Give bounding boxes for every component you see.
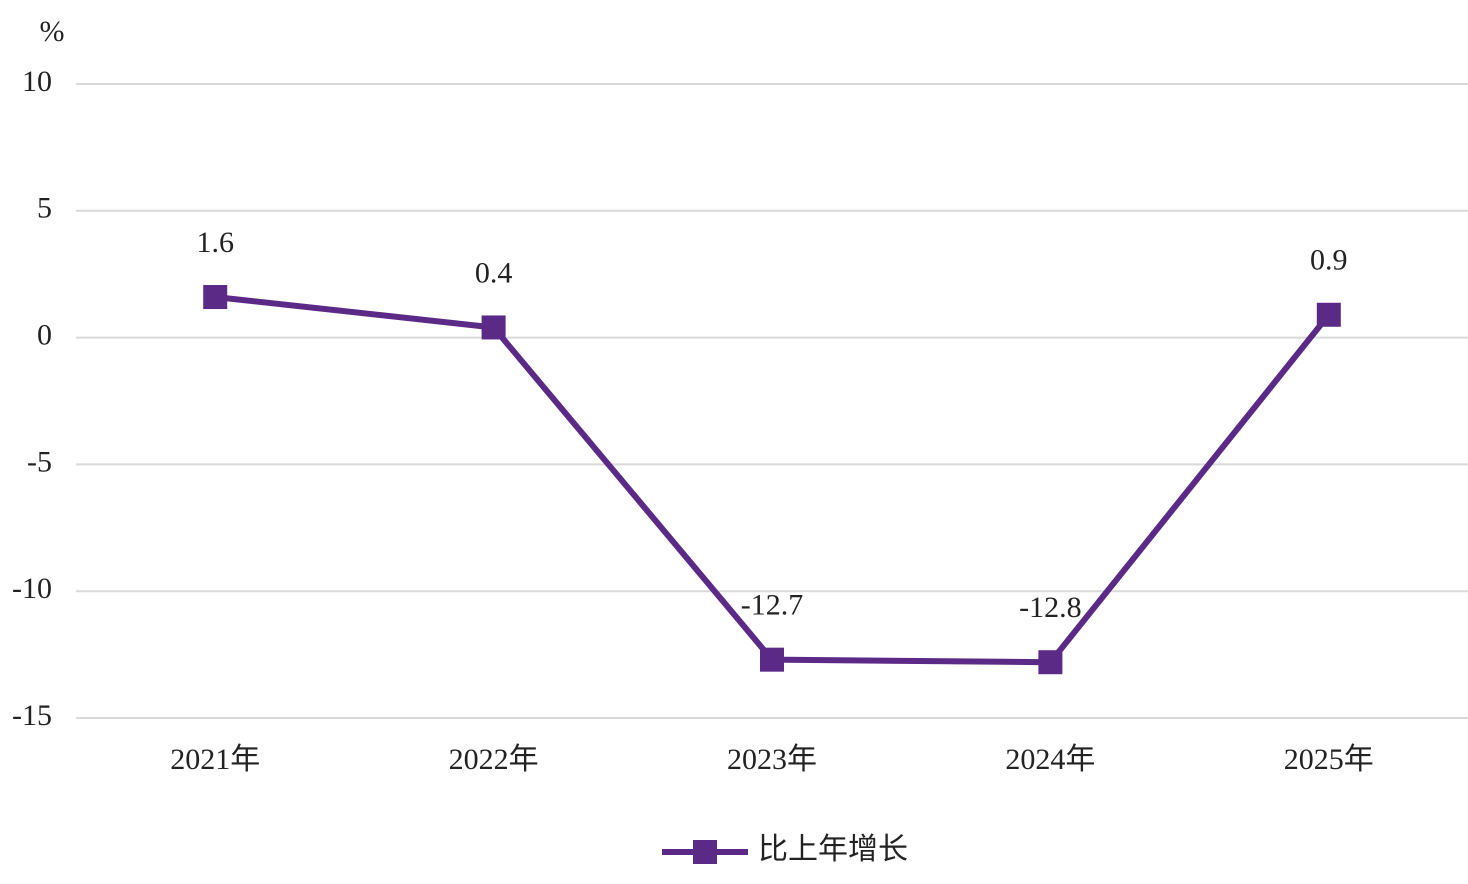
- data-label: 1.6: [196, 226, 234, 259]
- y-tick-label: 0: [37, 318, 52, 351]
- marker: [760, 647, 784, 672]
- legend-marker: [693, 840, 717, 864]
- x-tick-label: 2022年: [449, 743, 539, 776]
- x-tick-label: 2025年: [1284, 743, 1374, 776]
- marker: [203, 285, 228, 310]
- legend-label: 比上年增长: [758, 833, 908, 866]
- x-tick-label: 2023年: [727, 743, 817, 776]
- marker: [481, 315, 506, 340]
- data-label: 0.9: [1310, 244, 1348, 277]
- y-tick-label: 5: [37, 192, 52, 225]
- marker: [1316, 302, 1341, 327]
- x-tick-label: 2024年: [1005, 743, 1095, 776]
- data-label: -12.8: [1019, 591, 1082, 624]
- y-tick-label: -5: [27, 445, 52, 478]
- y-axis-unit: %: [40, 15, 65, 48]
- data-label: -12.7: [741, 589, 804, 622]
- data-label: 0.4: [475, 256, 513, 289]
- y-tick-label: -15: [12, 699, 52, 732]
- marker: [1038, 650, 1063, 675]
- y-tick-label: 10: [22, 65, 52, 98]
- x-tick-label: 2021年: [170, 743, 260, 776]
- y-tick-label: -10: [12, 572, 52, 605]
